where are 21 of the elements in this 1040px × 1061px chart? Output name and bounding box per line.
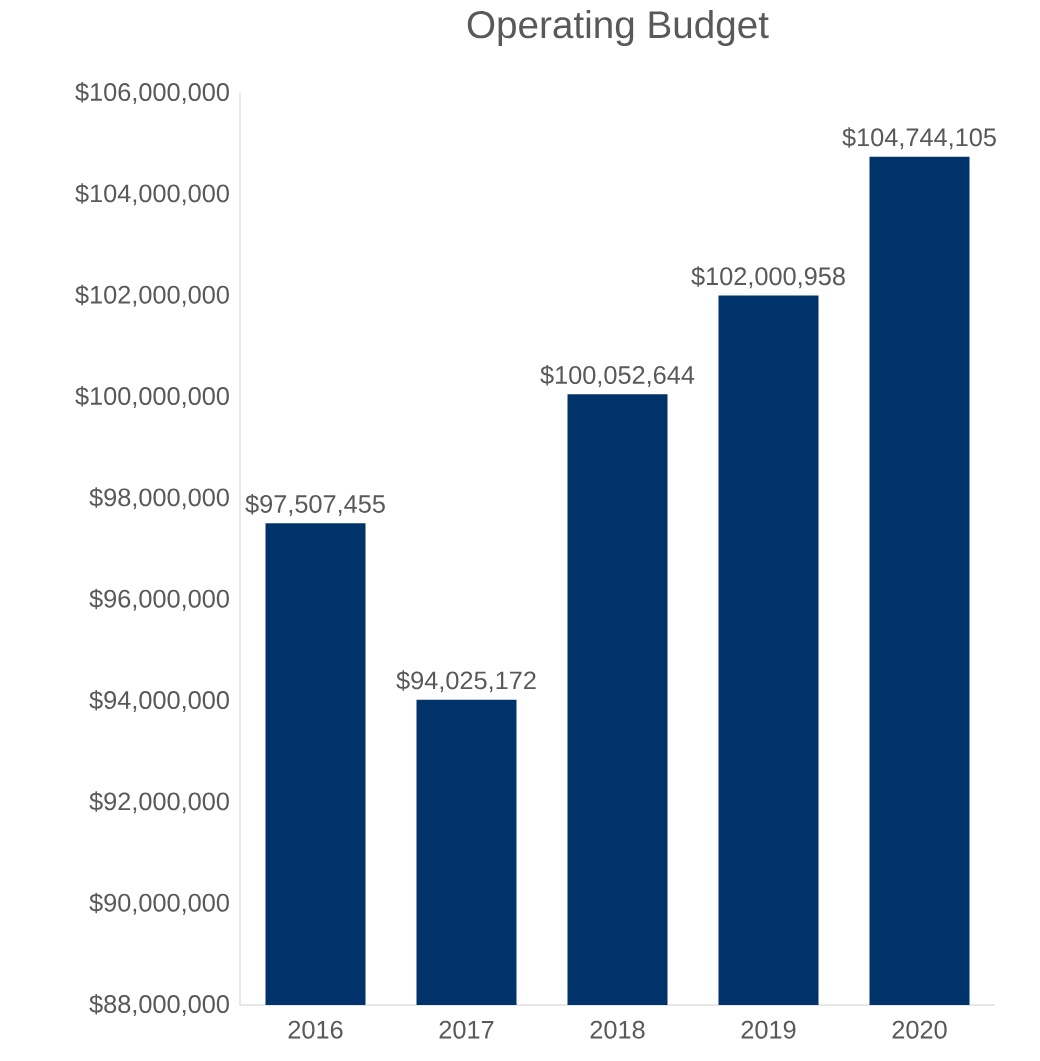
x-tick-label: 2017 — [439, 1020, 494, 1039]
x-tick-label: 2018 — [590, 1020, 645, 1039]
data-label: $100,052,644 — [540, 364, 695, 387]
y-tick-label: $90,000,000 — [89, 892, 229, 915]
y-tick-label: $102,000,000 — [75, 284, 229, 307]
data-label: $102,000,958 — [691, 266, 845, 289]
chart-title: Operating Budget — [467, 9, 769, 47]
y-tick-label: $92,000,000 — [89, 791, 229, 814]
y-tick-label: $94,000,000 — [89, 690, 229, 712]
y-tick-label: $106,000,000 — [75, 82, 229, 104]
y-tick-label: $100,000,000 — [75, 386, 229, 408]
data-label: $104,744,105 — [842, 127, 996, 150]
x-tick-label: 2016 — [288, 1020, 343, 1039]
data-label: $94,025,172 — [396, 670, 536, 693]
y-tick-label: $96,000,000 — [89, 588, 229, 611]
y-tick-label: $104,000,000 — [75, 183, 229, 206]
y-tick-label: $98,000,000 — [89, 487, 229, 510]
y-tick-label: $88,000,000 — [89, 994, 229, 1016]
data-label: $97,507,455 — [245, 493, 385, 516]
x-tick-label: 2020 — [892, 1020, 947, 1039]
x-tick-label: 2019 — [741, 1020, 796, 1039]
